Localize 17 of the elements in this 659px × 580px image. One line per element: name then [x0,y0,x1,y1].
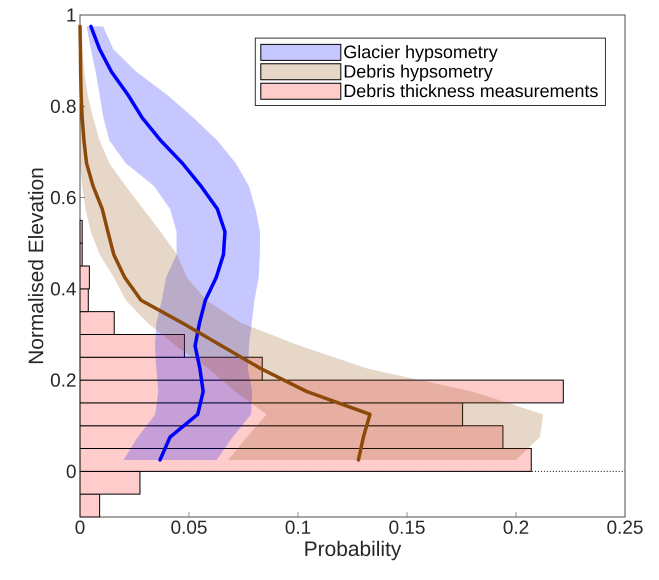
y-tick-label: 0.8 [50,100,76,113]
y-tick-label: 0 [66,464,76,478]
x-tick-label: 0.25 [607,520,643,534]
y-axis-title: Normalised Elevation [28,168,44,364]
y-tick-label: 1 [67,8,76,22]
x-tick-label: 0.15 [389,520,425,534]
x-tick-label: 0.1 [286,520,310,534]
x-tick-label: 0.2 [504,520,528,534]
y-tick-label: 0.6 [50,190,76,204]
legend-label: Glacier hypsometry [344,45,498,62]
y-tick-label: 0.2 [50,373,76,387]
x-tick-label: 0.05 [171,520,207,534]
legend-label: Debris thickness measurements [344,84,598,98]
x-axis-title: Probability [305,540,402,560]
legend-label: Debris hypsometry [344,64,493,82]
y-tick-label: 0.4 [50,282,76,296]
x-tick-label: 0 [75,520,85,534]
